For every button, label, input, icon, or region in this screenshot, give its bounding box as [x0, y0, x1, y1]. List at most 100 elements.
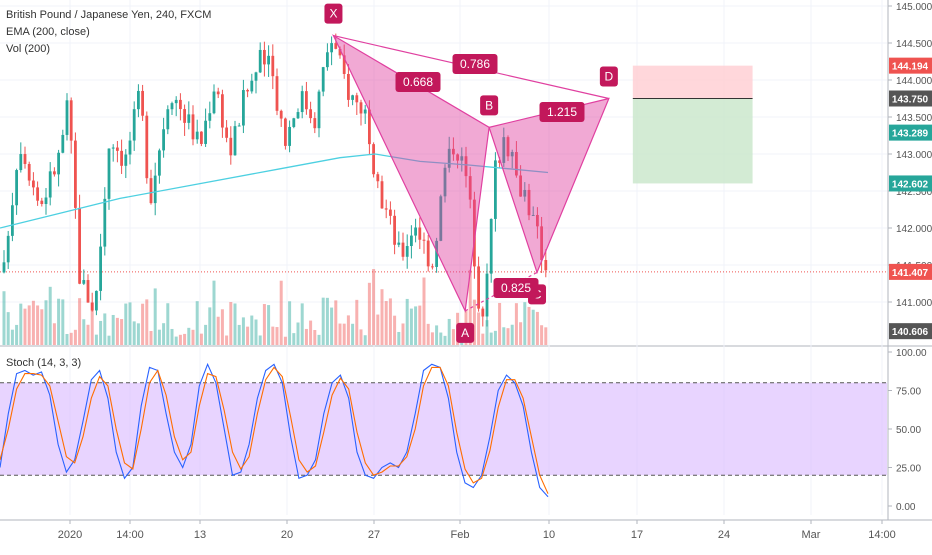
point-a-label: A	[461, 326, 469, 340]
volume-bar	[317, 334, 321, 345]
time-tick-label: 14:00	[116, 529, 144, 541]
point-x-label: X	[329, 7, 337, 21]
time-tick-label: 24	[718, 529, 730, 541]
volume-bar	[82, 319, 86, 345]
candle-body	[296, 112, 300, 119]
candle-body	[351, 95, 354, 100]
volume-bar	[94, 334, 98, 345]
stoch-band	[0, 382, 887, 476]
volume-bar	[52, 323, 56, 345]
price-axis[interactable]: 145.000 144.500 144.000 143.500 143.000 142.5…	[887, 0, 932, 520]
volume-bar	[527, 306, 531, 345]
price-label: 140.606	[892, 327, 929, 338]
time-tick-label: Mar	[802, 529, 821, 541]
ratio-label: 0.825	[501, 281, 531, 295]
volume-bar	[422, 277, 426, 345]
candle-body	[162, 129, 165, 151]
volume-bar	[485, 320, 489, 345]
volume-bar	[439, 332, 443, 345]
ratio-label: 1.215	[547, 105, 577, 119]
volume-bar	[531, 309, 535, 345]
volume-bar	[271, 326, 275, 345]
volume-bar	[141, 303, 145, 345]
price-tick-label: 142.500	[896, 187, 932, 198]
candle-body	[363, 109, 367, 114]
candle-body	[132, 109, 136, 141]
volume-bar	[19, 303, 23, 345]
volume-bar	[279, 280, 283, 345]
volume-bar	[115, 317, 119, 345]
volume-bar	[346, 315, 350, 345]
volume-bar	[477, 312, 481, 345]
stoch-tick-label: 75.00	[896, 387, 921, 398]
volume-legend[interactable]: Vol (200)	[6, 43, 51, 55]
candle-body	[498, 160, 501, 163]
volume-bar	[128, 302, 132, 345]
candle-body	[183, 109, 186, 123]
price-label-bg	[889, 175, 932, 192]
candle-body	[401, 242, 405, 257]
volume-bar	[502, 327, 506, 345]
candle-body	[384, 208, 388, 210]
time-axis[interactable]: 2020 14:00 13 20 27 Feb 10 17 24 Mar 14:00	[0, 519, 932, 541]
candle-body	[111, 147, 115, 149]
candle-body	[279, 110, 283, 119]
candle-body	[389, 209, 392, 216]
volume-bar	[187, 327, 191, 345]
candle-body	[90, 302, 94, 311]
volume-bar	[435, 325, 439, 345]
volume-bar	[241, 317, 245, 345]
volume-bar	[90, 302, 94, 345]
candle-body	[397, 242, 401, 245]
candle-body	[48, 171, 52, 198]
volume-bar	[166, 303, 170, 345]
candle-body	[275, 76, 279, 111]
volume-bar	[384, 301, 388, 345]
candle-body	[124, 154, 128, 166]
ratio-label-bg	[395, 72, 441, 92]
volume-bar	[544, 327, 548, 345]
price-tick-label: 144.500	[896, 39, 932, 50]
candle-body	[19, 154, 23, 171]
volume-bar	[414, 306, 418, 345]
candle-body	[439, 196, 443, 241]
volume-bar	[338, 323, 342, 345]
volume-bar	[481, 333, 485, 345]
candle-body	[200, 131, 203, 144]
ema-legend[interactable]: EMA (200, close)	[6, 26, 90, 38]
candle-body	[544, 260, 548, 271]
volume-bar	[220, 309, 224, 345]
candle-body	[166, 109, 170, 130]
candle-body	[540, 226, 543, 261]
candle-body	[536, 214, 539, 227]
candle-body	[65, 100, 69, 135]
stoch-tick-label: 25.00	[896, 464, 921, 475]
stoch-legend[interactable]: Stoch (14, 3, 3)	[6, 357, 82, 369]
candle-body	[120, 150, 123, 166]
volume-bar	[355, 299, 359, 345]
price-label: 141.407	[892, 268, 929, 279]
candle-body	[519, 175, 522, 197]
candle-body	[6, 235, 10, 263]
volume-bar	[149, 330, 153, 345]
symbol-title[interactable]: British Pound / Japanese Yen, 240, FXCM	[6, 9, 212, 21]
stoch-tick-label: 100.00	[896, 348, 927, 359]
candle-body	[263, 49, 266, 65]
price-label: 143.750	[892, 95, 929, 106]
volume-bar	[334, 300, 338, 345]
candle-body	[355, 95, 359, 103]
price-label: 144.194	[892, 62, 929, 73]
candle-body	[292, 118, 296, 127]
ratio-label: 0.786	[460, 57, 490, 71]
candle-body	[359, 102, 363, 114]
volume-bar	[493, 330, 497, 345]
volume-bar	[132, 321, 136, 345]
candle-body	[523, 189, 527, 197]
ratio-label-bg	[452, 54, 498, 74]
candle-body	[221, 94, 224, 128]
volume-bar	[31, 300, 35, 345]
candle-body	[347, 73, 350, 100]
